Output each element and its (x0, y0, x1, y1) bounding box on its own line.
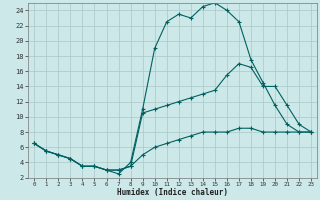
X-axis label: Humidex (Indice chaleur): Humidex (Indice chaleur) (117, 188, 228, 197)
